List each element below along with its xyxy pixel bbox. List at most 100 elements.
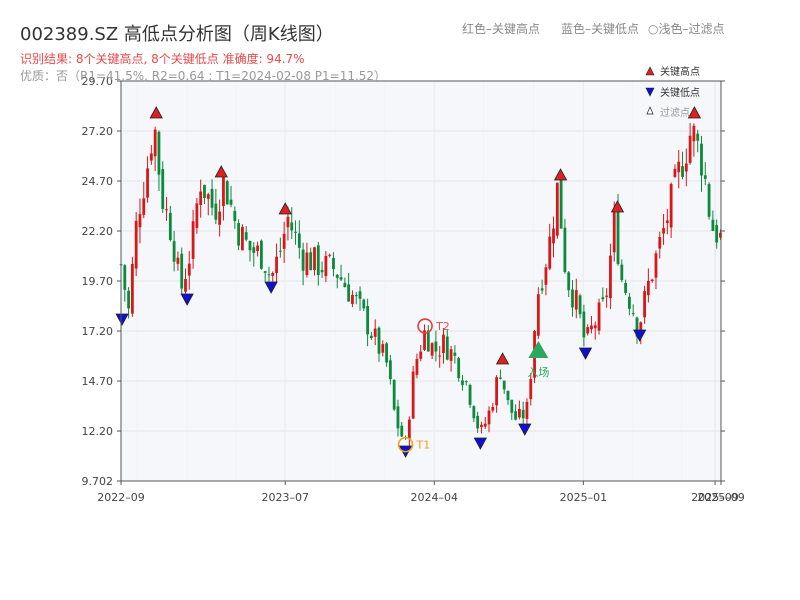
candle — [184, 268, 187, 294]
candle — [400, 421, 404, 438]
candle-body — [491, 407, 495, 411]
entry-marker — [528, 341, 549, 359]
candle-body — [521, 409, 525, 419]
candle — [305, 242, 309, 278]
candle-body — [423, 330, 426, 350]
chart-title: 002389.SZ 高低点分析图（周K线图） — [20, 24, 334, 45]
candle — [491, 402, 495, 413]
key-low-marker — [578, 347, 593, 360]
key-low-marker — [518, 423, 532, 436]
candle-body — [343, 282, 347, 288]
candle-body — [654, 253, 658, 278]
y-tick-label: 9.702 — [82, 475, 114, 488]
candle-body — [635, 317, 639, 337]
candle — [445, 329, 449, 361]
candle — [650, 278, 654, 283]
key-high-marker — [553, 168, 568, 181]
candle-body — [487, 410, 491, 425]
key-low-marker — [115, 313, 129, 326]
candle — [313, 246, 316, 276]
candle — [316, 241, 320, 286]
candle — [631, 304, 635, 317]
candle-body — [673, 168, 677, 177]
candle-body — [620, 264, 624, 281]
candle — [324, 251, 328, 283]
candle — [548, 223, 552, 271]
candle — [552, 216, 555, 258]
candle — [358, 286, 362, 311]
key-high-marker — [278, 202, 292, 215]
legend-filtered-icon — [646, 106, 654, 115]
candle — [476, 411, 480, 433]
candle-body — [305, 252, 309, 276]
candle — [407, 416, 411, 449]
candle — [165, 196, 168, 221]
candle-body — [184, 278, 187, 292]
candle-body — [457, 358, 461, 379]
candle-body — [442, 334, 445, 354]
candle — [373, 319, 377, 346]
candle-body — [385, 343, 388, 363]
candle-body — [700, 143, 703, 176]
candle — [176, 251, 180, 271]
candle — [351, 290, 354, 308]
key-low-marker — [180, 293, 194, 306]
pivot-markers: T1 T2 入场 — [115, 106, 702, 458]
key-low-marker — [473, 437, 488, 450]
candle — [237, 219, 241, 251]
candle-body — [559, 175, 563, 229]
candle — [669, 182, 673, 239]
candle-body — [548, 236, 552, 269]
candle — [495, 375, 499, 413]
candle — [259, 239, 263, 270]
candle-body — [688, 135, 692, 163]
candle — [643, 285, 646, 324]
candle-body — [123, 265, 127, 290]
candle — [480, 421, 483, 434]
legend-item-low: 关键低点 — [645, 86, 700, 99]
candle — [203, 184, 206, 205]
candle-body — [703, 175, 707, 179]
candle-body — [601, 297, 605, 300]
candle — [301, 242, 305, 286]
key-high-marker — [149, 106, 163, 119]
y-tick-label: 17.20 — [82, 325, 114, 338]
candle — [578, 293, 582, 319]
candle — [658, 231, 662, 259]
candle — [715, 219, 719, 249]
candle — [438, 345, 442, 368]
candle — [559, 175, 563, 229]
candle-body — [681, 166, 684, 177]
candle-body — [187, 263, 191, 276]
candle — [540, 279, 544, 294]
candle — [127, 287, 130, 319]
candle — [620, 259, 624, 283]
candle — [502, 380, 506, 394]
candle — [582, 304, 586, 347]
candle-body — [483, 423, 487, 427]
candle-body — [646, 280, 650, 296]
candle-body — [574, 290, 578, 310]
candle-body — [597, 302, 601, 331]
candle — [263, 270, 267, 282]
candle — [563, 218, 567, 274]
candle — [222, 170, 225, 221]
candle — [684, 148, 688, 187]
legend-item-filtered: 过滤点 — [646, 106, 690, 119]
x-tick-label: 2025–09 — [697, 491, 745, 504]
candle — [654, 250, 658, 290]
candle — [415, 353, 419, 379]
candle — [692, 123, 696, 157]
candle-body — [590, 325, 593, 330]
candle — [343, 277, 347, 288]
candle-body — [233, 210, 237, 222]
candle — [601, 287, 605, 302]
x-tick-label: 2023–07 — [261, 491, 309, 504]
candle — [483, 416, 487, 429]
candle-body — [222, 174, 225, 207]
candle — [256, 241, 259, 257]
legend: 关键高点 关键低点 过滤点 — [645, 65, 700, 119]
candle-body — [172, 241, 176, 262]
candle — [180, 247, 184, 295]
candle — [628, 293, 631, 316]
